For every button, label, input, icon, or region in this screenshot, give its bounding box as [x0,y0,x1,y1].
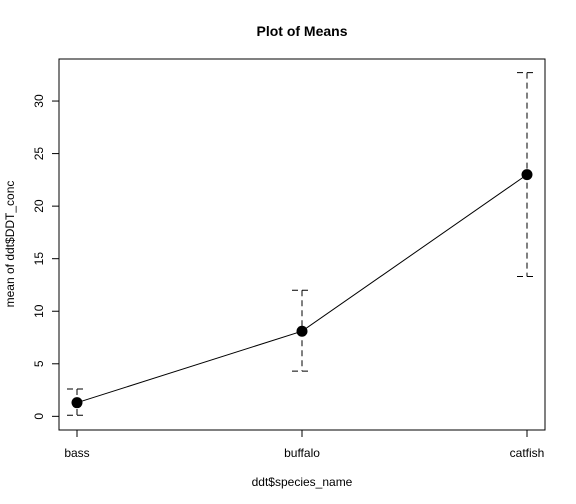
y-tick-label-5: 25 [32,147,46,161]
y-tick-label-3: 15 [32,252,46,266]
y-tick-label-0: 0 [32,413,46,420]
y-axis: 0 5 10 15 20 25 30 [32,94,60,420]
error-bars [67,72,537,416]
plot-frame [58,58,546,431]
x-tick-label-catfish: catfish [510,446,545,460]
y-axis-label: mean of ddt$DDT_conc [3,181,17,308]
x-axis: bass buffalo catfish [64,429,545,460]
mean-line-path [76,174,528,404]
mean-point-catfish [521,169,533,181]
y-tick-label-4: 20 [32,199,46,213]
mean-point-bass [71,397,83,409]
y-tick-label-2: 10 [32,304,46,318]
x-tick-label-bass: bass [64,446,89,460]
y-tick-label-6: 30 [32,94,46,108]
x-axis-label: ddt$species_name [252,475,353,489]
x-tick-label-buffalo: buffalo [284,446,320,460]
y-tick-label-1: 5 [32,360,46,367]
mean-point-buffalo [296,325,308,337]
mean-points [71,169,533,409]
mean-line [76,174,528,404]
chart-title: Plot of Means [256,23,347,39]
